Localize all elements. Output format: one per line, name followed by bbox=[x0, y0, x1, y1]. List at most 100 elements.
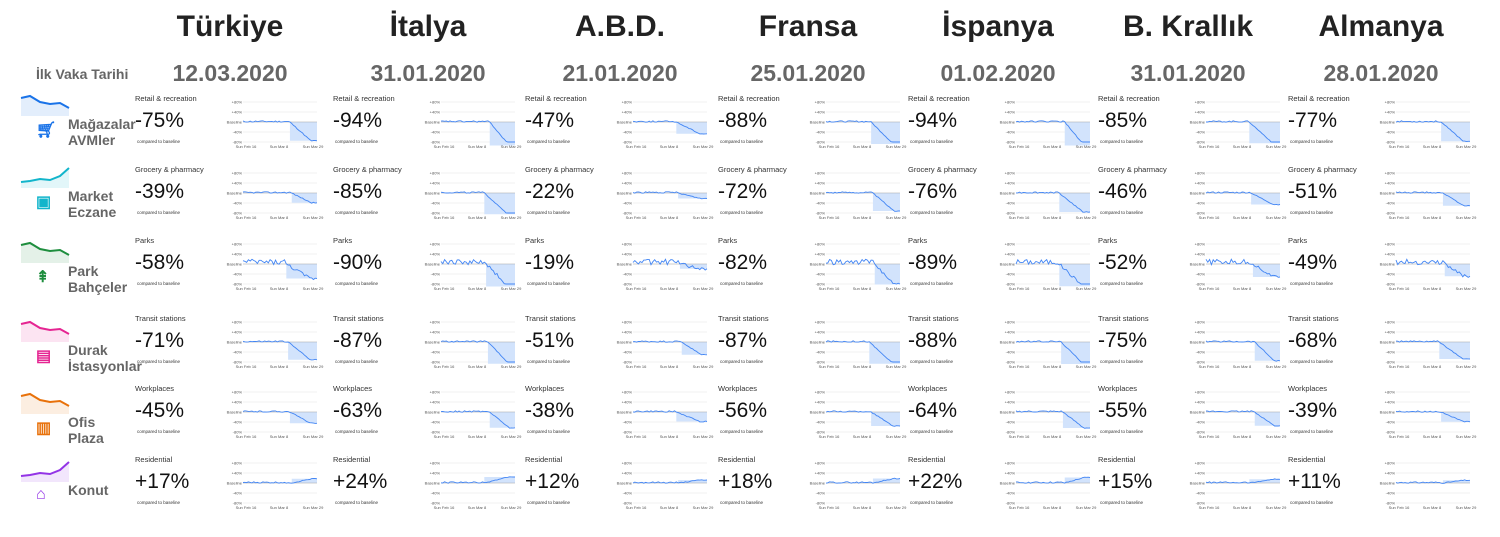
mini-chart-change-area bbox=[1064, 477, 1090, 483]
mini-chart-y-tick: Baseline bbox=[617, 339, 633, 344]
mini-chart-y-tick: +40% bbox=[430, 470, 441, 475]
cell-value: -75% bbox=[1098, 329, 1148, 352]
mini-chart-change-area bbox=[1444, 264, 1470, 277]
mini-chart-y-tick: +80% bbox=[232, 170, 243, 175]
mini-chart-series-line bbox=[825, 410, 901, 427]
category-label-line2: Eczane bbox=[68, 204, 117, 220]
mini-chart: +80% +40% Baseline -40% -80%Sun Feb 16 Sun Ma… bbox=[1190, 170, 1287, 220]
mini-chart-x-tick: Sun Mar 29 bbox=[501, 505, 522, 510]
mini-chart-x-tick: Sun Feb 16 bbox=[1009, 215, 1030, 220]
mini-chart-x-tick: Sun Mar 29 bbox=[886, 286, 907, 291]
mini-chart-series-line bbox=[632, 340, 708, 356]
mini-chart: +80% +40% Baseline -40% -80%Sun Feb 16 Sun Ma… bbox=[1190, 99, 1287, 149]
mini-chart-change-area bbox=[871, 412, 900, 426]
mini-chart-x-tick: Sun Mar 8 bbox=[270, 144, 289, 149]
category-trend-line bbox=[20, 94, 70, 116]
mini-chart-change-area bbox=[1249, 122, 1280, 144]
cell-subtitle: compared to baseline bbox=[137, 429, 181, 434]
mini-chart-y-tick: +40% bbox=[232, 399, 243, 404]
mini-chart-y-tick: Baseline bbox=[1000, 339, 1016, 344]
mini-chart-series-line bbox=[242, 120, 318, 142]
mini-chart-y-tick: Baseline bbox=[227, 261, 243, 266]
cell-value: -55% bbox=[1098, 399, 1148, 422]
mini-chart-x-tick: Sun Feb 16 bbox=[626, 286, 647, 291]
mini-chart-y-tick: +40% bbox=[815, 399, 826, 404]
cell-title: Parks bbox=[333, 236, 353, 245]
mini-chart-y-tick: -80% bbox=[1006, 500, 1016, 505]
mini-chart-x-tick: Sun Mar 29 bbox=[1076, 286, 1097, 291]
mini-chart: +80% +40% Baseline -40% -80%Sun Feb 16 Sun Ma… bbox=[425, 460, 522, 510]
mini-chart-x-tick: Sun Mar 8 bbox=[1423, 505, 1442, 510]
cell-value: -45% bbox=[135, 399, 185, 422]
mini-chart-y-tick: -40% bbox=[1006, 200, 1016, 205]
category-label-line2: AVMler bbox=[68, 132, 116, 148]
cell-title: Transit stations bbox=[135, 314, 186, 323]
cell-value: -46% bbox=[1098, 180, 1148, 203]
mini-chart-x-tick: Sun Mar 8 bbox=[853, 215, 872, 220]
mini-chart-y-tick: Baseline bbox=[1380, 339, 1396, 344]
mini-chart-x-tick: Sun Mar 8 bbox=[270, 215, 289, 220]
mini-chart-y-tick: +40% bbox=[1005, 470, 1016, 475]
mini-chart-x-tick: Sun Mar 8 bbox=[270, 505, 289, 510]
category-trend-path bbox=[20, 167, 70, 183]
mini-chart-y-tick: -40% bbox=[1196, 271, 1206, 276]
mini-chart-y-tick: +40% bbox=[430, 399, 441, 404]
cell-subtitle: compared to baseline bbox=[720, 359, 764, 364]
mini-chart-y-tick: +80% bbox=[1195, 389, 1206, 394]
mini-chart: +80% +40% Baseline -40% -80%Sun Feb 16 Sun Ma… bbox=[1380, 99, 1477, 149]
cell-subtitle: compared to baseline bbox=[720, 281, 764, 286]
mini-chart-y-tick: Baseline bbox=[810, 480, 826, 485]
mini-chart-y-tick: -40% bbox=[1006, 490, 1016, 495]
mini-chart-y-tick: -40% bbox=[1196, 419, 1206, 424]
cell-title: Workplaces bbox=[908, 384, 948, 393]
mini-chart-y-tick: +40% bbox=[622, 399, 633, 404]
mini-chart: +80% +40% Baseline -40% -80%Sun Feb 16 Sun Ma… bbox=[425, 241, 522, 291]
mini-chart-y-tick: +80% bbox=[232, 389, 243, 394]
mini-chart-x-tick: Sun Mar 8 bbox=[468, 364, 487, 369]
mini-chart: +80% +40% Baseline -40% -80%Sun Feb 16 Sun Ma… bbox=[617, 99, 714, 149]
mini-chart-y-tick: Baseline bbox=[617, 409, 633, 414]
mini-chart-y-tick: -80% bbox=[816, 281, 826, 286]
mini-chart-y-tick: -40% bbox=[1386, 349, 1396, 354]
mini-chart: +80% +40% Baseline -40% -80%Sun Feb 16 Sun Ma… bbox=[425, 170, 522, 220]
category-label-line2: Bahçeler bbox=[68, 279, 128, 295]
mini-chart-y-tick: +80% bbox=[622, 389, 633, 394]
mini-chart-x-tick: Sun Feb 16 bbox=[1389, 286, 1410, 291]
mini-chart-change-area bbox=[484, 193, 515, 215]
mini-chart: +80% +40% Baseline -40% -80%Sun Feb 16 Sun Ma… bbox=[810, 99, 907, 149]
cell-value: -87% bbox=[333, 329, 383, 352]
mini-chart-y-tick: Baseline bbox=[1000, 190, 1016, 195]
mini-chart-change-area bbox=[1441, 122, 1470, 142]
mini-chart-x-tick: Sun Mar 29 bbox=[886, 434, 907, 439]
mini-chart-series-line bbox=[1015, 410, 1091, 429]
tree-icon: ⇞ bbox=[36, 269, 50, 286]
cell-subtitle: compared to baseline bbox=[720, 429, 764, 434]
mini-chart-y-tick: +40% bbox=[232, 329, 243, 334]
mini-chart-x-tick: Sun Mar 29 bbox=[1266, 286, 1287, 291]
cell-title: Grocery & pharmacy bbox=[525, 165, 594, 174]
mini-chart-y-tick: -40% bbox=[816, 129, 826, 134]
mini-chart-y-tick: +40% bbox=[622, 329, 633, 334]
mobility-cell: Retail & recreation -77% compared to basel… bbox=[1288, 94, 1477, 160]
mini-chart-y-tick: -80% bbox=[1196, 210, 1206, 215]
mini-chart-y-tick: +40% bbox=[1005, 329, 1016, 334]
category-trend-area bbox=[21, 322, 69, 342]
mini-chart-y-tick: -80% bbox=[233, 359, 243, 364]
mini-chart-change-area bbox=[1061, 342, 1090, 364]
first-case-date-label: İlk Vaka Tarihi bbox=[36, 66, 129, 82]
mini-chart-y-tick: +80% bbox=[430, 241, 441, 246]
country-name: Türkiye bbox=[176, 10, 284, 43]
mini-chart-x-tick: Sun Feb 16 bbox=[236, 434, 257, 439]
mini-chart-x-tick: Sun Mar 8 bbox=[660, 434, 679, 439]
cell-subtitle: compared to baseline bbox=[1290, 281, 1334, 286]
mini-chart-series-line bbox=[1395, 191, 1471, 207]
first-case-date: 25.01.2020 bbox=[750, 60, 866, 86]
category-label-line1: Park bbox=[68, 263, 99, 279]
mini-chart-x-tick: Sun Mar 8 bbox=[660, 364, 679, 369]
cell-subtitle: compared to baseline bbox=[527, 359, 571, 364]
mini-chart-y-tick: Baseline bbox=[425, 339, 441, 344]
category-trend-area bbox=[21, 394, 69, 414]
cell-subtitle: compared to baseline bbox=[720, 139, 764, 144]
mini-chart-y-tick: +80% bbox=[1005, 389, 1016, 394]
mini-chart-x-tick: Sun Mar 29 bbox=[1456, 505, 1477, 510]
